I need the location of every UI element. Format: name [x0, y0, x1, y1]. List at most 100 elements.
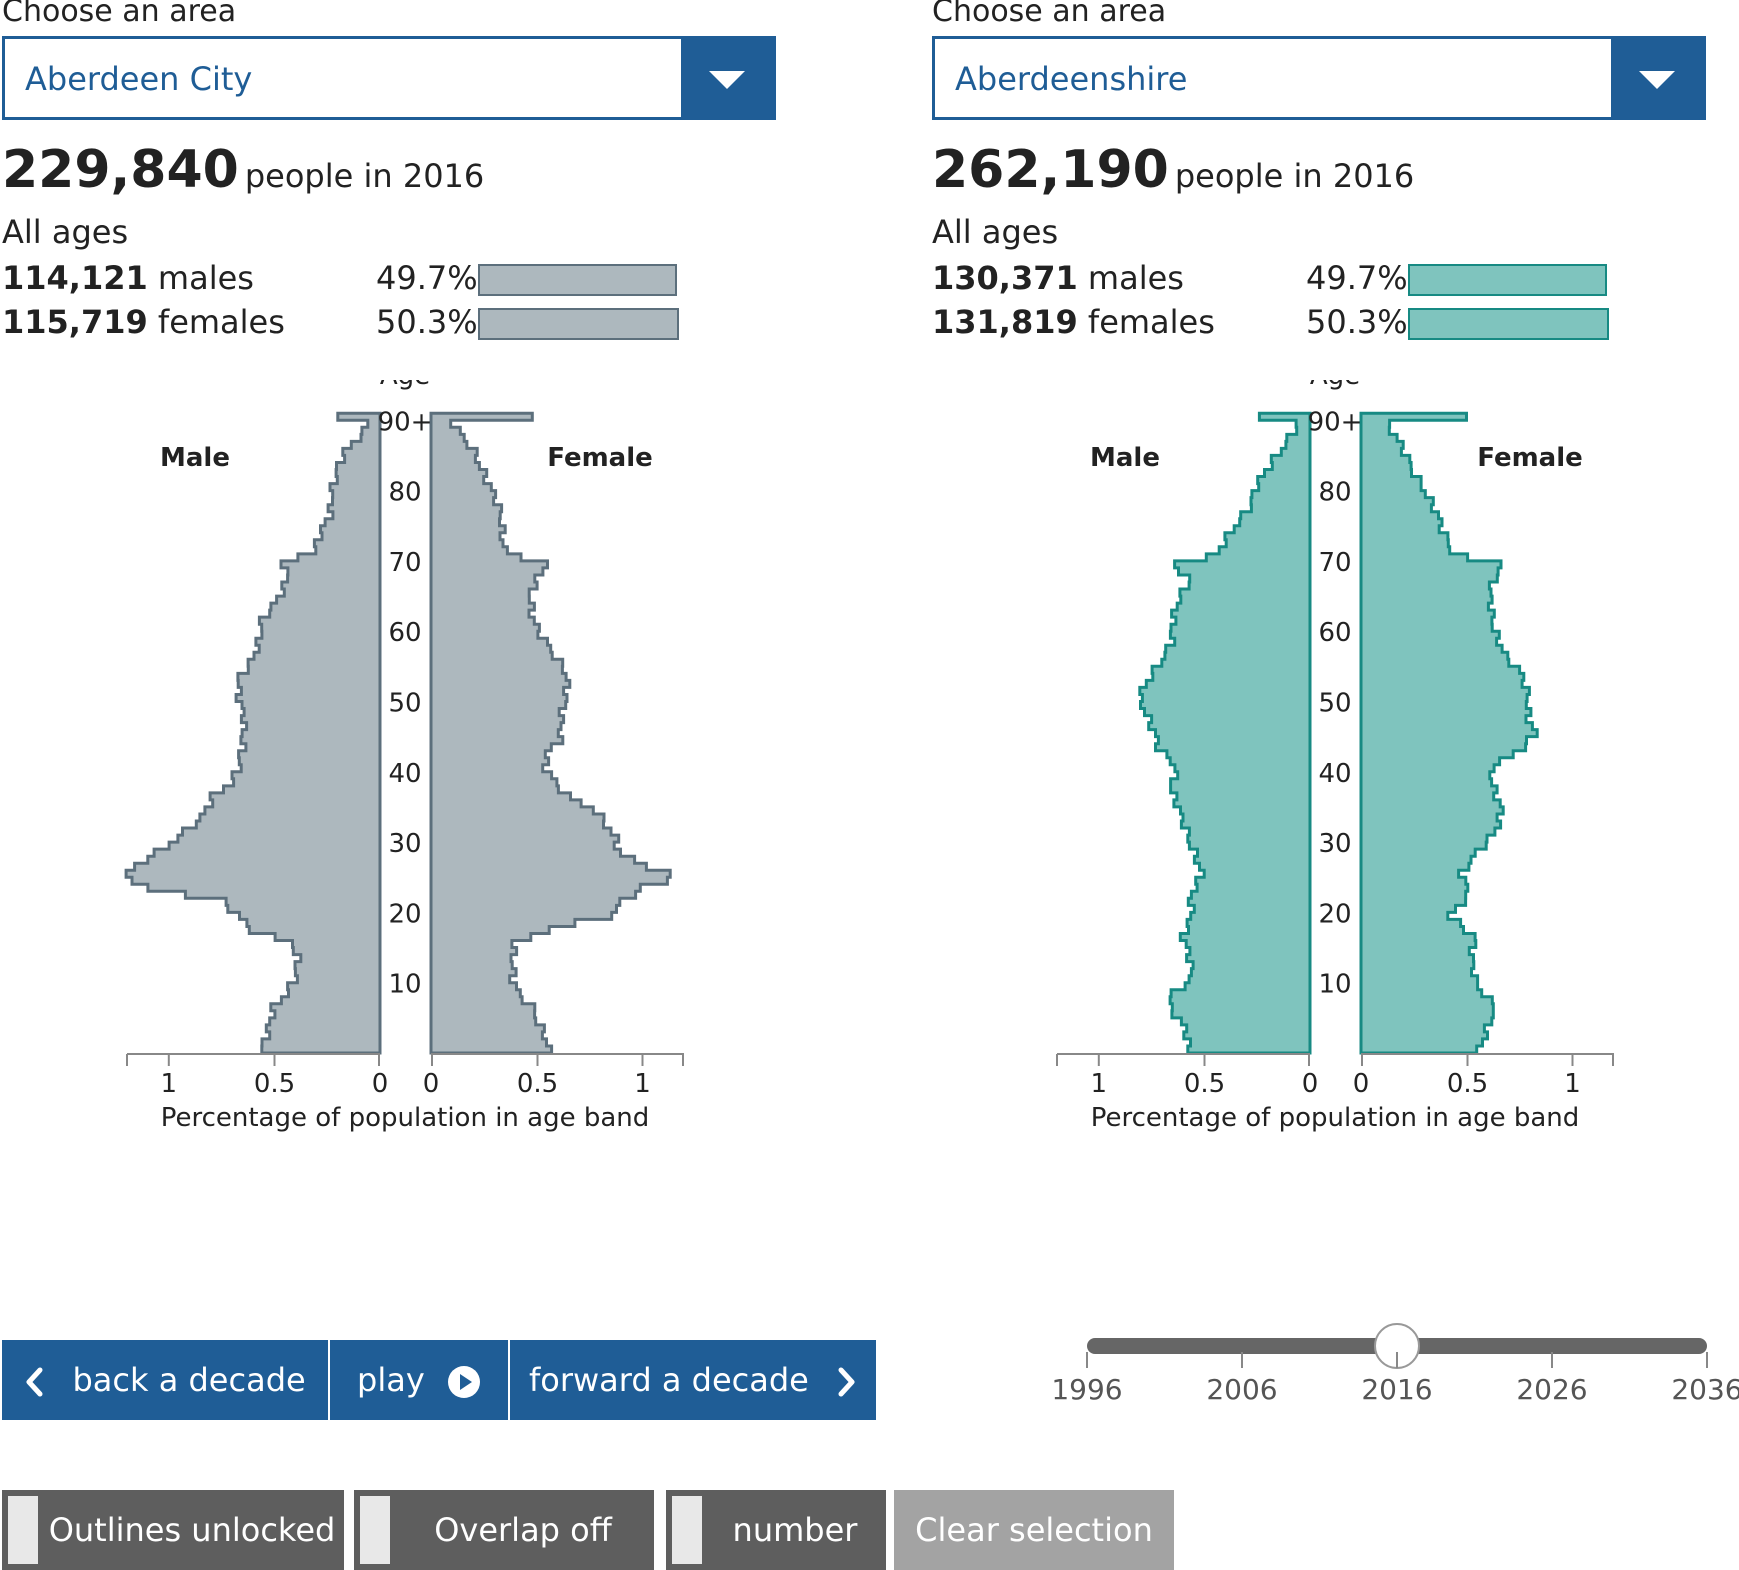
males-share-bar [1408, 264, 1607, 296]
play-label: play [357, 1361, 425, 1399]
year-slider[interactable]: 1996 2006 2016 2026 2036 [1051, 1323, 1739, 1440]
females-row: 131,819 females 50.3% [932, 302, 1712, 342]
males-percent: 49.7% [376, 259, 478, 297]
males-label: males [157, 259, 254, 297]
outlines-toggle-label: Outlines unlocked [48, 1511, 336, 1549]
toggle-switch[interactable] [8, 1496, 38, 1564]
slider-tick-label: 2036 [1671, 1373, 1739, 1406]
population-pyramid: 1 0.5 0 0 0.5 1 10 20 30 40 50 60 70 80 90+ Age Male Fema… [1056, 380, 1614, 1133]
clear-selection-button[interactable]: Clear selection [894, 1490, 1174, 1570]
females-percent: 50.3% [1306, 303, 1408, 341]
all-ages-label: All ages [2, 213, 129, 251]
area-panel-left: Choose an area Aberdeen City 229,840 peop… [0, 0, 780, 1160]
play-icon [447, 1366, 480, 1398]
male-label: Male [1090, 443, 1160, 473]
male-label: Male [160, 443, 230, 473]
population-number: 262,190 [932, 140, 1169, 200]
males-row: 130,371 males 49.7% [932, 258, 1712, 298]
overlap-toggle-label: Overlap off [434, 1511, 612, 1549]
age-tick-label: 50 [1318, 689, 1351, 719]
number-toggle[interactable]: number [666, 1490, 886, 1570]
females-share-bar [1408, 308, 1610, 340]
age-tick-label: 40 [1318, 759, 1351, 789]
toggle-switch[interactable] [672, 1496, 702, 1564]
dropdown-toggle[interactable] [681, 39, 773, 117]
x-axis-title: Percentage of population in age band [161, 1103, 650, 1133]
males-count: 114,121 [2, 259, 148, 297]
forward-decade-label: forward a decade [528, 1361, 809, 1399]
choose-area-label: Choose an area [2, 0, 237, 29]
age-tick-label: 40 [388, 759, 421, 789]
female-label: Female [1477, 443, 1583, 473]
slider-tick [1551, 1352, 1553, 1368]
area-panel-right: Choose an area Aberdeenshire 262,190 peop… [930, 0, 1710, 1160]
x-tick-label: 1 [1564, 1069, 1581, 1099]
chevron-right-icon [838, 1367, 855, 1397]
area-dropdown[interactable]: Aberdeen City [2, 36, 776, 120]
number-toggle-label: number [732, 1511, 858, 1549]
population-total: 229,840 people in 2016 [2, 140, 484, 206]
age-tick-label: 20 [1318, 899, 1351, 929]
x-tick-label: 0 [423, 1069, 440, 1099]
chevron-down-icon [1639, 71, 1675, 89]
females-row: 115,719 females 50.3% [2, 302, 782, 342]
play-button[interactable]: play [330, 1340, 508, 1420]
area-dropdown-value: Aberdeen City [25, 60, 253, 98]
back-decade-button[interactable]: back a decade [2, 1340, 328, 1420]
x-tick-label: 0.5 [1184, 1069, 1225, 1099]
dropdown-toggle[interactable] [1611, 39, 1703, 117]
female-label: Female [547, 443, 653, 473]
females-percent: 50.3% [376, 303, 478, 341]
x-tick-label: 0.5 [1447, 1069, 1488, 1099]
male-series-area [1138, 411, 1312, 1055]
age-tick-label: 80 [388, 478, 421, 508]
population-pyramid: 1 0.5 0 0 0.5 1 10 20 30 40 50 60 70 80 90+ Age Male Fema… [124, 380, 684, 1133]
age-tick-label: 80 [1318, 478, 1351, 508]
population-text: people in 2016 [244, 157, 485, 195]
age-tick-label: 50 [388, 689, 421, 719]
population-number: 229,840 [2, 140, 239, 200]
females-count: 131,819 [932, 303, 1078, 341]
age-tick-label: 30 [1318, 829, 1351, 859]
slider-tick [1706, 1352, 1708, 1368]
females-label: females [1087, 303, 1215, 341]
slider-tick-label: 2006 [1206, 1373, 1278, 1406]
male-series-area [124, 411, 382, 1055]
age-axis-title: Age [1310, 380, 1360, 391]
slider-tick [1241, 1352, 1243, 1368]
slider-tick [1086, 1352, 1088, 1368]
x-tick-label: 0 [1302, 1069, 1319, 1099]
slider-tick [1396, 1352, 1398, 1368]
forward-decade-button[interactable]: forward a decade [510, 1340, 876, 1420]
females-label: females [157, 303, 285, 341]
age-tick-label: 30 [388, 829, 421, 859]
slider-tick-label: 2016 [1361, 1373, 1433, 1406]
age-tick-label: 10 [1318, 970, 1351, 1000]
x-tick-label: 1 [1091, 1069, 1108, 1099]
males-count: 130,371 [932, 259, 1078, 297]
population-total: 262,190 people in 2016 [932, 140, 1414, 206]
female-series-area [1359, 411, 1539, 1055]
x-tick-label: 1 [634, 1069, 651, 1099]
outlines-toggle[interactable]: Outlines unlocked [2, 1490, 344, 1570]
chevron-left-icon [26, 1367, 43, 1397]
slider-tick-label: 1996 [1051, 1373, 1123, 1406]
females-count: 115,719 [2, 303, 148, 341]
area-dropdown-value: Aberdeenshire [955, 60, 1188, 98]
female-series-area [429, 411, 672, 1055]
age-tick-label: 70 [1318, 548, 1351, 578]
playback-controls: back a decade play forward a decade [2, 1340, 876, 1420]
all-ages-label: All ages [932, 213, 1059, 251]
x-tick-label: 0.5 [517, 1069, 558, 1099]
age-tick-label: 60 [388, 618, 421, 648]
population-text: people in 2016 [1174, 157, 1415, 195]
area-dropdown[interactable]: Aberdeenshire [932, 36, 1706, 120]
toggle-switch[interactable] [360, 1496, 390, 1564]
age-tick-label: 90+ [1308, 407, 1363, 437]
females-share-bar [478, 308, 680, 340]
age-tick-label: 60 [1318, 618, 1351, 648]
age-tick-label: 70 [388, 548, 421, 578]
males-share-bar [478, 264, 677, 296]
overlap-toggle[interactable]: Overlap off [354, 1490, 654, 1570]
males-percent: 49.7% [1306, 259, 1408, 297]
